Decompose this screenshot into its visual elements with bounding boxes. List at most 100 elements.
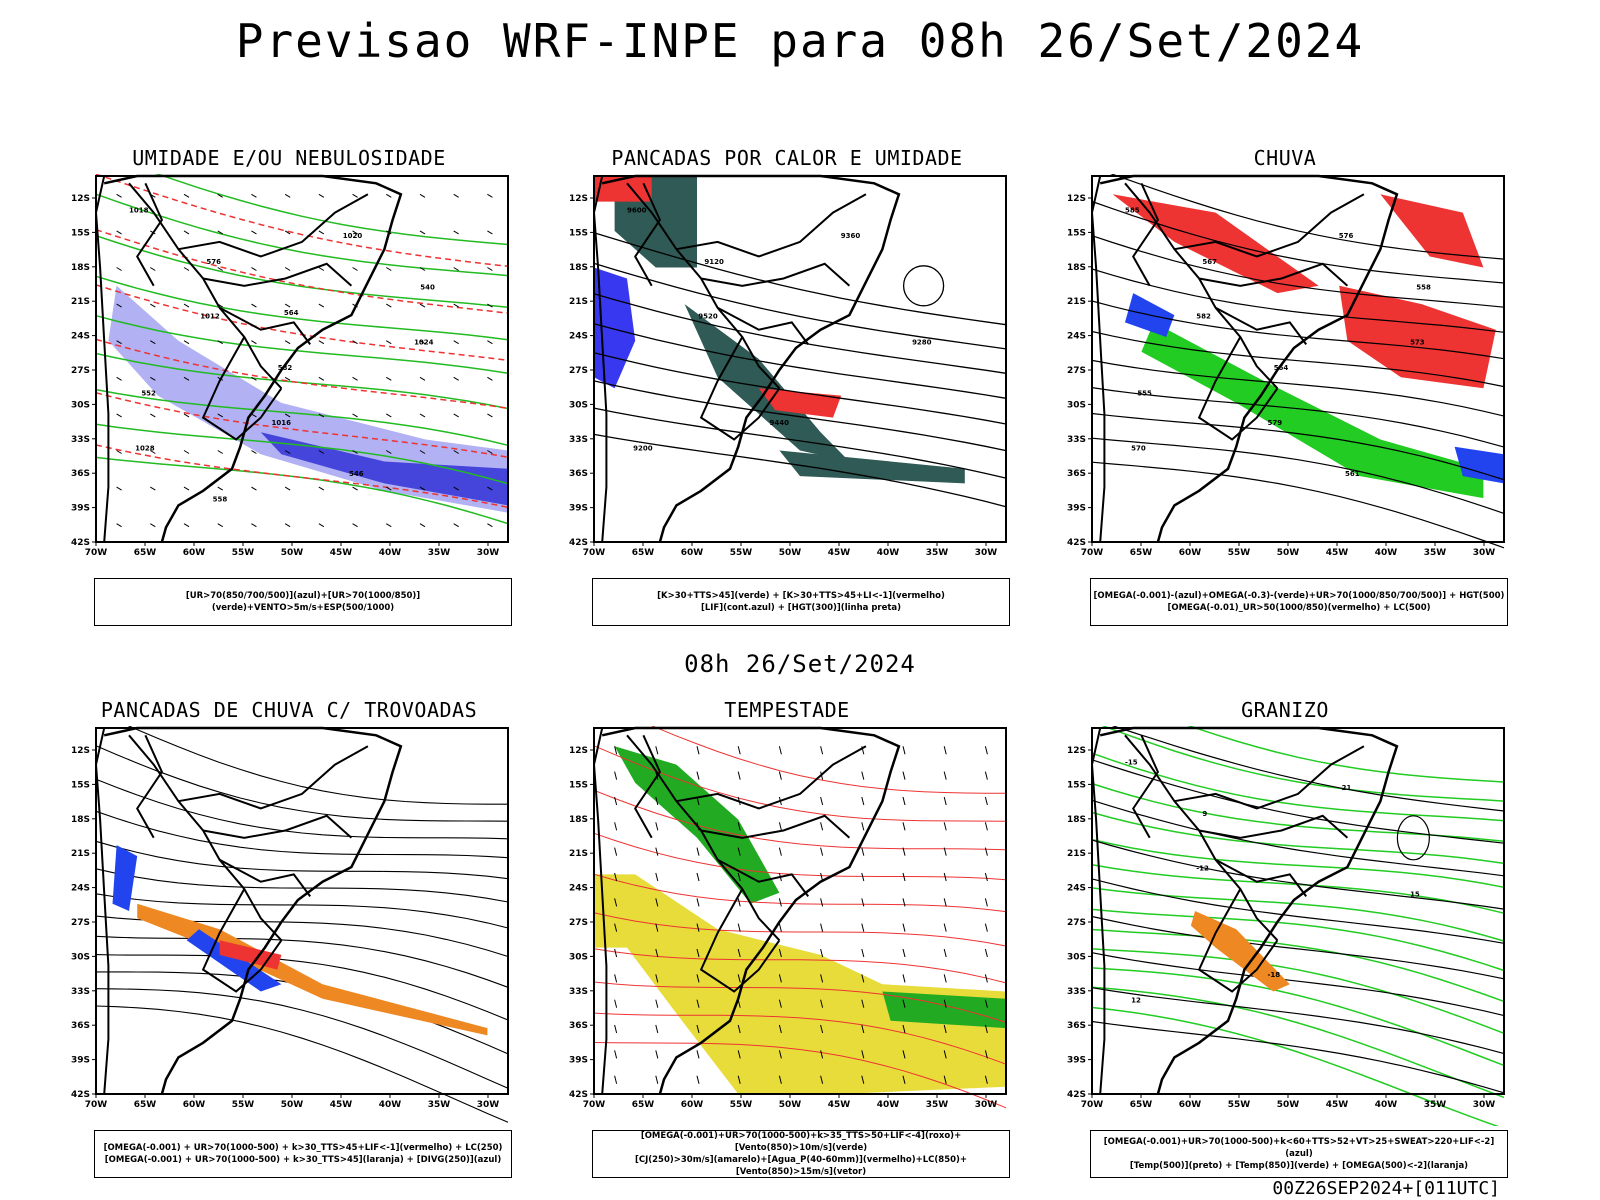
wind-arrow [614,771,618,780]
wind-arrow [150,267,156,271]
thickness-contour [95,444,509,509]
x-tick-label: 50W [1277,1100,1300,1110]
wind-arrow [487,303,493,308]
contour-label: 585 [1125,207,1140,215]
contour-label: 1012 [200,313,220,321]
height-contour [1091,330,1505,388]
panel-pancadas-calor: PANCADAS POR CALOR E UMIDADE 9600 9520 944… [552,146,1022,626]
streamline [593,745,1007,822]
panel-legend: [OMEGA(-0.001) + UR>70(1000-500) + k>30_… [94,1130,512,1178]
wind-arrow [251,523,257,528]
height-contour [593,232,1007,326]
y-tick-label: 21S [1067,849,1086,859]
streamline [593,981,1007,1023]
y-tick-label: 12S [1067,194,1086,204]
mid-title: 08h 26/Set/2024 [684,650,916,678]
legend-line: [LIF](cont.azul) + [HGT(300)](linha pret… [700,603,902,613]
temperature-850-contour [1091,986,1505,1099]
legend-line: [OMEGA(-0.001)+UR>70(1000-500)+k<60+TTS>… [1103,1137,1495,1159]
wind-arrow [984,746,988,755]
temperature-850-contour [1091,908,1505,972]
temperature-850-contour [1091,928,1505,1003]
x-tick-label: 55W [1228,1100,1251,1110]
y-tick-label: 33S [569,435,588,445]
x-tick-label: 35W [926,548,949,558]
x-tick-label: 45W [828,548,851,558]
rain-area [1112,194,1319,294]
temperature-850-contour [1091,967,1505,1067]
y-tick-label: 18S [569,815,588,825]
temperature-850-contour [1101,726,1505,802]
wind-arrow [902,822,906,831]
wind-arrow [614,1075,618,1084]
wind-arrow [984,1050,988,1059]
map-granizo[interactable]: -15 -12 -18 -21 15 12 9 12S 15S 18S 21S 24S 27S 30S 33… [1050,726,1520,1126]
streamline [593,832,1007,881]
x-tick-label: 65W [134,548,157,558]
y-tick-label: 42S [569,1090,588,1100]
wind-arrow [820,796,824,806]
x-tick-label: 65W [1130,548,1153,558]
wind-arrow [943,923,947,932]
contour-label: 582 [278,364,293,372]
y-tick-label: 33S [71,987,90,997]
y-tick-label: 36S [71,1021,90,1031]
wind-arrow [902,898,906,907]
contour-label: 564 [284,309,299,317]
y-tick-label: 39S [1067,504,1086,514]
panel-title: GRANIZO [1241,698,1329,722]
y-tick-label: 12S [1067,746,1086,756]
streamline [593,1042,1007,1109]
temperature-500-contour [1091,839,1505,910]
wind-arrow [861,1024,865,1034]
wind-arrow [150,486,156,491]
wind-arrow [902,872,906,882]
wind-arrow [943,847,947,856]
panel-legend: [OMEGA(-0.001)+UR>70(1000-500)+k>35_TTS>… [592,1130,1010,1178]
y-tick-label: 24S [569,332,588,342]
wind-arrow [861,796,865,806]
panel-legend: [UR>70(850/700/500)](azul)+[UR>70(1000/8… [94,578,512,626]
wind-arrow [655,1075,659,1084]
wind-arrow [217,230,223,235]
wind-arrow [116,303,122,308]
wind-arrow [614,974,618,983]
map-background [96,728,508,1094]
wind-arrow [943,872,947,882]
contour-label: 561 [1345,470,1360,478]
y-tick-label: 27S [71,918,90,928]
main-title: Previsao WRF-INPE para 08h 26/Set/2024 [235,14,1365,68]
wind-arrow [984,771,988,780]
wind-arrow [453,413,459,418]
thickness-contour [95,174,509,268]
map-chuva[interactable]: 585 582 579 576 573 570 567 564 561 558 555 12S 15S 1… [1050,174,1520,574]
wind-arrow [984,847,988,856]
thickness-contour [95,392,509,458]
x-tick-label: 65W [632,1100,655,1110]
humidity-contour [95,423,509,485]
y-tick-label: 39S [71,1056,90,1066]
wind-arrow [352,340,358,345]
y-tick-label: 21S [1067,297,1086,307]
contour-label: 579 [1268,419,1283,427]
y-tick-label: 36S [569,469,588,479]
map-umidade[interactable]: 1018 1012 1016 1020 1024 1028 576 582 546 540 552 5… [54,174,524,574]
legend-line: [Temp(500)](preto) + [Temp(850)](verde) … [1129,1161,1469,1171]
country-border [700,814,851,839]
legend-line: [OMEGA(-0.01)_UR>50(1000/850)(vermelho) … [1167,603,1431,613]
panel-chuva: CHUVA 585 582 579 576 573 570 567 564 561 558 555 1… [1050,146,1520,626]
wind-arrow [861,847,865,856]
wind-arrow [655,847,659,856]
map-layer: -15 -12 -18 -21 15 12 9 [1090,726,1505,1126]
height-contour [1091,235,1505,308]
wind-arrow [284,450,291,454]
country-border [128,182,283,389]
wind-arrow [217,413,223,418]
map-pancadas-calor[interactable]: 9600 9520 9440 9360 9280 9200 9120 12S 15S 18S 21S… [552,174,1022,574]
wind-arrow [902,847,906,856]
wind-arrow [778,1050,782,1059]
streamline [95,954,509,1021]
wind-arrow [419,193,426,198]
